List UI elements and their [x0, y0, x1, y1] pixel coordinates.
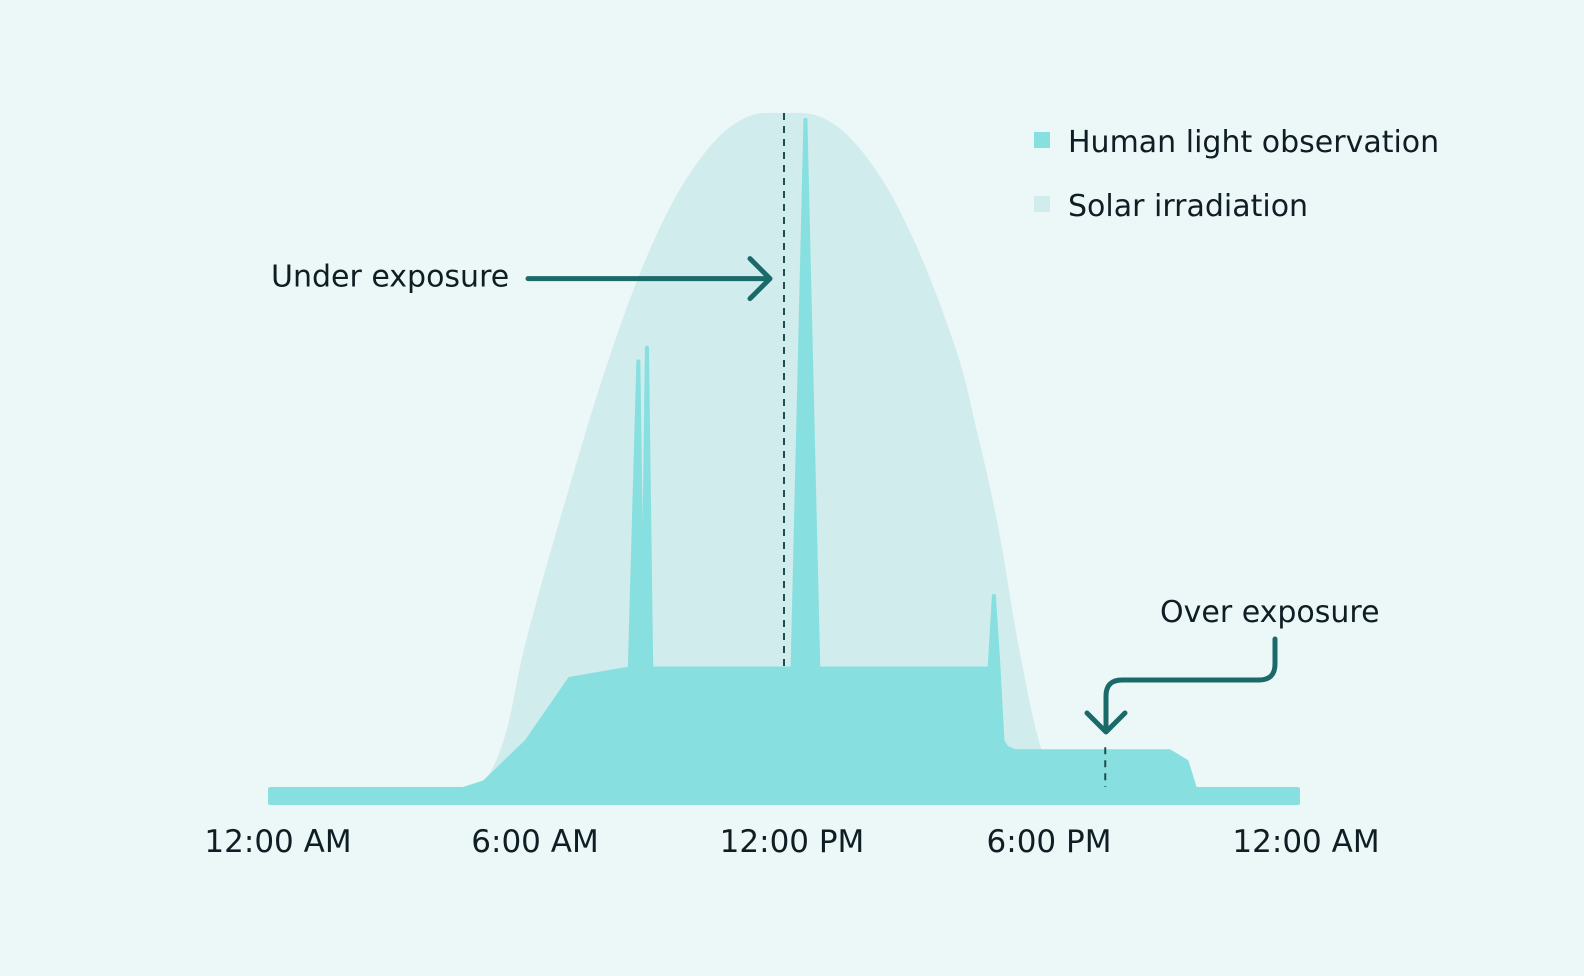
- x-axis: 12:00 AM 6:00 AM 12:00 PM 6:00 PM 12:00 AM: [204, 824, 1379, 860]
- x-tick-label: 6:00 PM: [987, 824, 1112, 860]
- series-layer: [268, 112, 1300, 805]
- x-tick-label: 12:00 PM: [720, 824, 865, 860]
- series-solar-irradiation-area: [270, 112, 1298, 805]
- under-exposure-label: Under exposure: [271, 260, 509, 295]
- legend-swatch: [1034, 196, 1050, 212]
- annotation-layer: Under exposure Over exposure: [271, 113, 1380, 787]
- x-tick-label: 12:00 AM: [1232, 824, 1379, 860]
- over-exposure-arrow-shaft: [1103, 636, 1278, 733]
- over-exposure-arrow-head: [1084, 710, 1128, 735]
- legend-label: Human light observation: [1068, 125, 1439, 160]
- legend: Human light observation Solar irradiation: [1034, 125, 1439, 224]
- series-human-light-observation-area: [268, 117, 1300, 805]
- legend-swatch: [1034, 132, 1050, 148]
- x-tick-label: 12:00 AM: [204, 824, 351, 860]
- baseline-band: [270, 787, 1298, 803]
- x-tick-label: 6:00 AM: [471, 824, 598, 860]
- over-exposure-label: Over exposure: [1160, 595, 1380, 630]
- under-exposure-arrow-head: [747, 256, 773, 302]
- legend-label: Solar irradiation: [1068, 189, 1308, 224]
